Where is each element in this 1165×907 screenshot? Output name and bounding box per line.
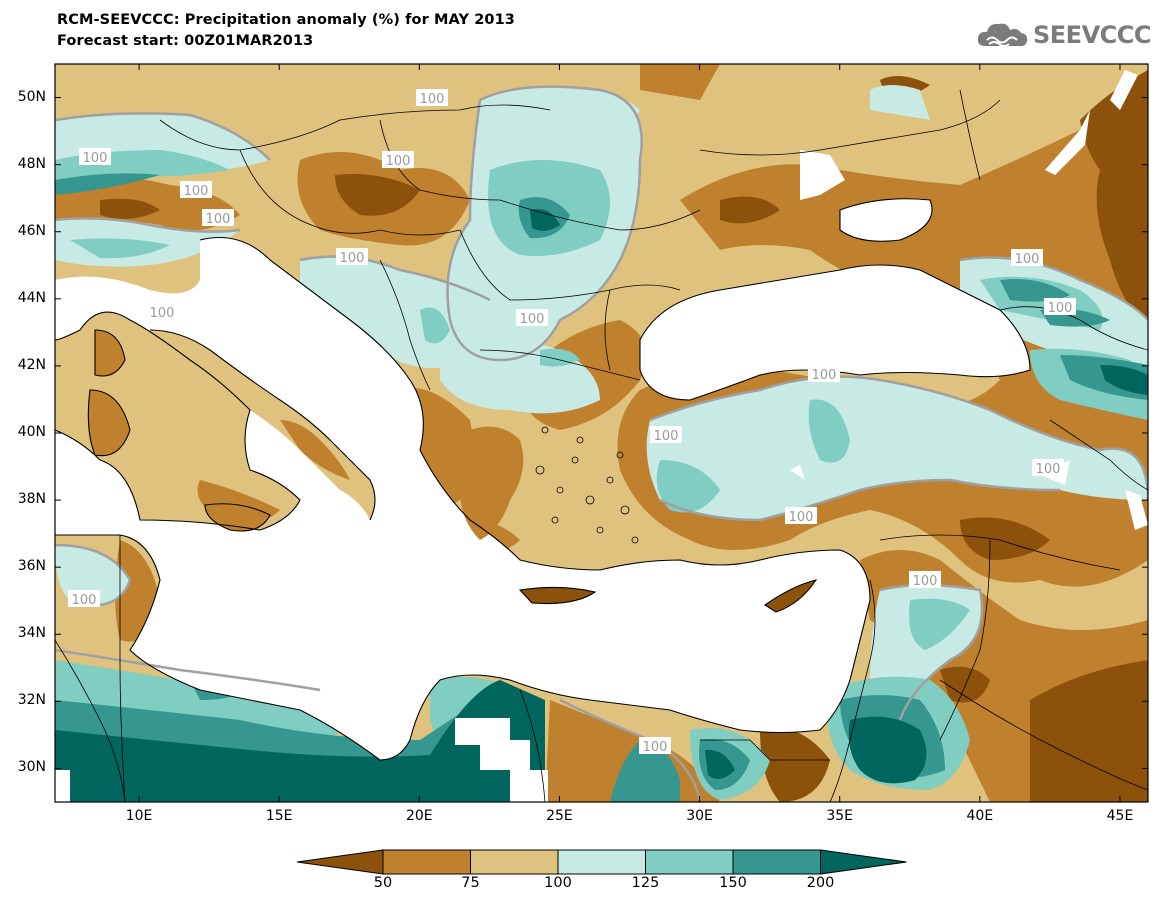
lat-label-36N: 36N	[17, 558, 46, 575]
country-borders	[55, 89, 1148, 802]
contour-label-text: 100	[206, 212, 231, 227]
coastlines	[55, 198, 1031, 761]
contour-label: 100	[202, 209, 234, 227]
lat-label-42N: 42N	[17, 356, 46, 373]
crete-cyprus	[520, 580, 816, 612]
contour-label: 100	[416, 89, 448, 107]
lon-label-15E: 15E	[265, 808, 293, 824]
lat-label-50N: 50N	[17, 88, 46, 105]
lat-label-46N: 46N	[17, 222, 46, 239]
contour-label: 100	[382, 151, 414, 169]
extreme-wet-regions	[55, 209, 1148, 802]
very-dry-regions	[100, 70, 1148, 802]
colorbar-segment	[732, 849, 821, 875]
anomaly-field	[55, 64, 1148, 802]
contour-label-text: 100	[913, 574, 938, 589]
colorbar-segment	[645, 849, 734, 875]
colorbar-min-triangle	[296, 849, 384, 875]
contour-label-text: 100	[72, 593, 97, 608]
contour-label-text: 100	[520, 312, 545, 327]
contour-100	[55, 85, 1148, 801]
contour-label: 100	[79, 148, 111, 166]
lon-label-35E: 35E	[826, 808, 854, 824]
cloud-icon	[977, 23, 1028, 47]
colorbar-label: 125	[631, 875, 660, 891]
colorbar-label: 75	[461, 875, 480, 891]
contour-label-text: 100	[83, 151, 108, 166]
contour-label-text: 100	[150, 306, 175, 321]
contour-label-text: 100	[1036, 462, 1061, 477]
colorbar	[296, 849, 907, 875]
lat-label-40N: 40N	[17, 424, 46, 440]
lon-label-20E: 20E	[405, 808, 433, 824]
contour-label: 100	[336, 248, 368, 266]
contour-label: 100	[1044, 298, 1076, 316]
lat-label-34N: 34N	[17, 625, 46, 642]
contour-label-text: 100	[420, 92, 445, 107]
contour-label: 100	[516, 309, 548, 327]
contour-label: 100	[1011, 249, 1043, 267]
colorbar-segment	[382, 849, 471, 875]
greece-land	[460, 426, 524, 540]
lon-label-10E: 10E	[125, 808, 153, 824]
map-title: RCM-SEEVCCC: Precipitation anomaly (%) f…	[57, 12, 515, 28]
contour-label-text: 100	[386, 154, 411, 169]
colorbar-segment	[557, 849, 646, 875]
colorbar-label: 100	[544, 875, 572, 891]
lon-label-25E: 25E	[546, 808, 573, 824]
contour-label-text: 100	[789, 510, 814, 525]
colorbar-label: 50	[373, 875, 393, 891]
contour-label: 100	[785, 507, 817, 525]
contour-label: 100	[1032, 459, 1064, 477]
contour-label-text: 100	[1015, 252, 1040, 267]
contour-label: 100	[180, 181, 212, 199]
contour-label: 100	[808, 365, 840, 383]
forecast-start-label: Forecast start: 00Z01MAR2013	[57, 33, 314, 49]
colorbar-label: 200	[806, 875, 835, 891]
axis-ticks	[55, 64, 1148, 802]
seevccc-logo: SEEVCCC	[977, 20, 1152, 50]
contour-label: 100	[68, 590, 100, 608]
colorbar-label: 150	[719, 875, 747, 891]
contour-label-text: 100	[654, 429, 679, 444]
contour-label-text: 100	[340, 251, 365, 266]
contour-label: 100	[909, 571, 941, 589]
sea-mask	[55, 70, 1148, 802]
colorbar-max-triangle	[820, 849, 907, 875]
contour-label: 100	[639, 737, 671, 755]
lat-label-30N: 30N	[17, 759, 46, 776]
colorbar-segment	[470, 849, 559, 875]
lat-label-48N: 48N	[17, 155, 46, 172]
lat-label-32N: 32N	[17, 692, 46, 709]
lat-label-44N: 44N	[17, 289, 46, 306]
logo-text: SEEVCCC	[1033, 21, 1152, 49]
lon-label-45E: 45E	[1106, 808, 1134, 824]
contour-label-text: 100	[184, 184, 209, 199]
aegean-islands	[535, 426, 639, 544]
lon-label-40E: 40E	[966, 808, 994, 824]
lat-label-38N: 38N	[17, 491, 46, 508]
contour-label-text: 100	[1048, 301, 1073, 316]
contour-labels: 100 100 100 100 100 100 100 100 100 100 100 100 100 1…	[68, 89, 1076, 755]
contour-label: 100	[146, 303, 178, 321]
lon-label-30E: 30E	[686, 808, 713, 824]
contour-label: 100	[650, 426, 682, 444]
contour-label-text: 100	[812, 368, 837, 383]
contour-label-text: 100	[643, 740, 668, 755]
